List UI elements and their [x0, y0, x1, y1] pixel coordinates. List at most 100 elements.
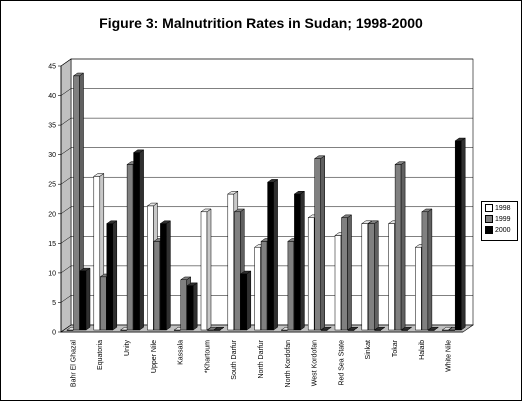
category-label: White Nile	[446, 340, 453, 372]
bar-top-1999-4	[179, 276, 192, 281]
y-tick-label: 45	[48, 64, 56, 71]
y-tick-label: 0	[52, 330, 56, 337]
bar-1999-0	[73, 75, 80, 331]
legend-swatch	[485, 226, 493, 235]
bar-side-1999-9	[320, 155, 325, 331]
bar-2000-6	[240, 273, 248, 331]
legend-label: 2000	[495, 227, 511, 234]
bar-2000-8	[294, 193, 301, 331]
y-tick-label: 10	[48, 270, 56, 277]
category-label: South Darfur	[231, 339, 238, 379]
bar-top-2000-6	[240, 270, 252, 275]
bar-top-1999-6	[233, 208, 246, 213]
bar-1999-11	[368, 223, 375, 331]
bar-1999-9	[314, 158, 321, 331]
bar-1999-13	[421, 211, 429, 331]
category-label: *Khartoum	[204, 340, 211, 373]
bar-1998-7	[254, 246, 261, 331]
bar-1998-5	[200, 211, 208, 331]
y-tick-label: 5	[52, 300, 56, 307]
bar-top-1998-3	[146, 202, 159, 207]
bar-top-2000-7	[266, 179, 279, 183]
category-label: Upper Nile	[151, 340, 158, 373]
legend-item-1999: 1999	[485, 215, 511, 225]
gridline	[60, 147, 473, 155]
legend-label: 1998	[495, 205, 511, 212]
bar-top-2000-5	[213, 326, 225, 331]
category-label: Equatoria	[97, 340, 104, 370]
bar-1998-3	[147, 205, 154, 331]
y-tick-label: 40	[48, 93, 56, 100]
legend-label: 1999	[495, 216, 511, 223]
gridline	[60, 88, 473, 96]
category-label: Unity	[124, 340, 131, 356]
bar-1999-4	[180, 279, 187, 331]
bar-side-1999-11	[374, 220, 379, 331]
bar-side-1999-12	[400, 161, 406, 331]
bar-top-1999-13	[421, 208, 433, 213]
bar-side-2000-8	[300, 190, 305, 331]
category-label: Tokar	[392, 339, 399, 357]
bar-side-2000-2	[139, 149, 144, 331]
bar-side-1999-10	[347, 214, 352, 331]
side-wall	[60, 58, 72, 333]
bar-side-1998-5	[206, 208, 212, 331]
category-label: North Darfur	[258, 339, 265, 378]
bar-top-2000-10	[347, 326, 359, 331]
bar-top-1999-9	[313, 155, 326, 159]
bar-2000-0	[79, 270, 87, 331]
legend-item-2000: 2000	[485, 226, 511, 236]
bar-1999-6	[234, 211, 241, 331]
bar-side-2000-6	[246, 270, 252, 331]
bar-top-2000-11	[374, 326, 386, 331]
category-label: North Kordofan	[285, 340, 292, 388]
bar-top-1998-1	[93, 173, 105, 177]
bar-1998-13	[415, 246, 422, 331]
bar-top-2000-1	[106, 220, 118, 224]
gridline	[60, 58, 473, 67]
bar-top-2000-12	[400, 326, 413, 331]
bar-1998-6	[227, 193, 235, 331]
y-tick-label: 15	[48, 241, 56, 248]
bar-1999-12	[394, 164, 402, 331]
bar-1999-1	[100, 276, 107, 331]
legend-item-1998: 1998	[485, 204, 511, 214]
bar-1998-9	[307, 217, 315, 331]
bar-side-2000-4	[192, 282, 198, 331]
bar-1999-10	[341, 217, 348, 331]
bar-top-1999-5	[206, 326, 219, 331]
legend-swatch	[485, 204, 493, 213]
bar-top-1998-5	[200, 208, 212, 213]
bar-1998-1	[93, 176, 101, 331]
bar-side-2000-3	[166, 220, 171, 331]
bar-side-2000-7	[273, 178, 278, 331]
bar-top-2000-14	[454, 137, 466, 142]
bar-top-2000-2	[132, 149, 145, 153]
bar-top-2000-4	[186, 282, 198, 286]
legend-swatch	[485, 215, 493, 224]
bar-top-2000-13	[427, 326, 440, 331]
bar-top-2000-8	[293, 190, 306, 195]
bar-1999-2	[126, 164, 134, 331]
bar-2000-1	[106, 223, 114, 331]
bar-1998-12	[388, 223, 395, 331]
bar-1999-3	[153, 241, 161, 331]
bar-top-1998-6	[227, 190, 239, 195]
bar-top-1999-0	[72, 72, 85, 77]
bar-side-2000-0	[85, 267, 91, 331]
category-label: Bahr El Ghazal	[70, 340, 77, 388]
gridline	[60, 117, 473, 126]
legend: 1998 1999 2000	[481, 201, 518, 241]
bar-1998-11	[361, 223, 369, 331]
bar-2000-4	[186, 285, 194, 331]
bar-side-1999-13	[427, 208, 433, 331]
bar-side-2000-1	[112, 220, 118, 331]
bar-1999-8	[287, 241, 295, 331]
y-tick-label: 30	[48, 152, 56, 159]
gridline	[60, 206, 473, 214]
y-tick-label: 25	[48, 182, 56, 189]
bar-top-1999-12	[394, 161, 406, 165]
bar-top-1998-14	[441, 326, 453, 331]
